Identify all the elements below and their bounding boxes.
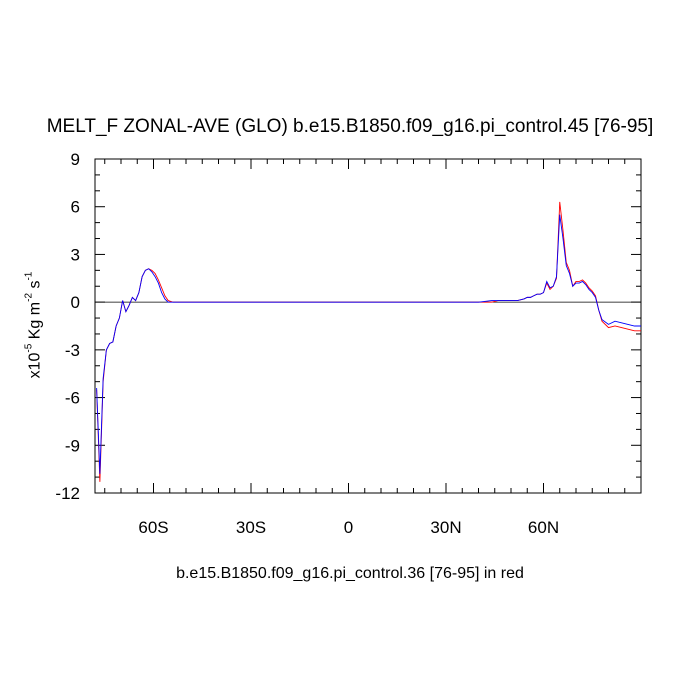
series-line-1 bbox=[96, 201, 641, 482]
y-tick-label: -3 bbox=[65, 341, 80, 360]
x-tick-label: 0 bbox=[344, 518, 353, 537]
chart-title: MELT_F ZONAL-AVE (GLO) b.e15.B1850.f09_g… bbox=[46, 116, 654, 137]
y-tick-label: 3 bbox=[71, 245, 80, 264]
y-tick-label: -9 bbox=[65, 436, 80, 455]
y-tick-label: -12 bbox=[55, 484, 80, 503]
series-line-2 bbox=[96, 214, 641, 474]
x-tick-label: 30N bbox=[430, 518, 461, 537]
x-tick-label: 30S bbox=[236, 518, 266, 537]
x-tick-label: 60N bbox=[528, 518, 559, 537]
x-tick-label: 60S bbox=[138, 518, 168, 537]
y-tick-label: -6 bbox=[65, 389, 80, 408]
y-tick-label: 9 bbox=[71, 150, 80, 169]
y-tick-label: 6 bbox=[71, 198, 80, 217]
chart-subtitle: b.e15.B1850.f09_g16.pi_control.36 [76-95… bbox=[176, 565, 524, 582]
y-tick-label: 0 bbox=[71, 293, 80, 312]
